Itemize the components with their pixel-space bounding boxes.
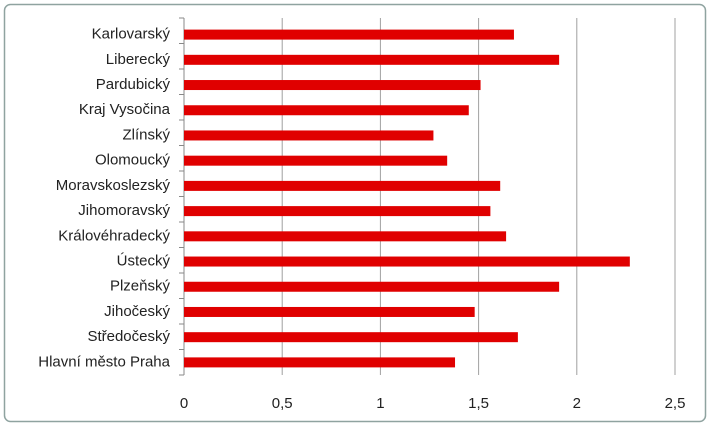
bar [184,180,501,191]
y-tick-label: Zlínský [122,126,170,143]
x-tick-label: 1,5 [468,395,489,412]
y-tick-label: Středočeský [87,328,170,345]
x-tick-label: 2,5 [665,395,686,412]
y-tick-label: Jihočeský [104,303,170,320]
y-tick-label: Olomoucký [95,152,171,169]
x-tick-label: 0,5 [272,395,293,412]
x-tick-label: 1 [376,395,384,412]
bar [184,54,560,65]
y-tick-label: Hlavní město Praha [38,353,170,370]
x-tick-label: 2 [573,395,581,412]
bar [184,332,518,343]
bar [184,306,475,317]
bar [184,256,630,267]
y-tick-label: Ústecký [117,253,171,270]
x-tick-label: 0 [180,395,188,412]
bar [184,231,507,242]
y-tick-label: Jihomoravský [78,202,170,219]
y-tick-label: Plzeňský [110,278,171,295]
bar [184,206,491,217]
bar [184,105,469,116]
y-tick-label: Pardubický [96,76,171,93]
bar [184,29,514,40]
bar [184,357,456,368]
bar [184,130,434,141]
y-tick-label: Karlovarský [92,26,171,43]
bar [184,80,481,91]
y-tick-label: Moravskoslezský [56,177,171,194]
y-tick-label: Královéhradecký [58,227,170,244]
bar [184,281,560,292]
bar [184,155,448,166]
y-tick-label: Liberecký [106,51,171,68]
y-tick-label: Kraj Vysočina [79,101,171,118]
